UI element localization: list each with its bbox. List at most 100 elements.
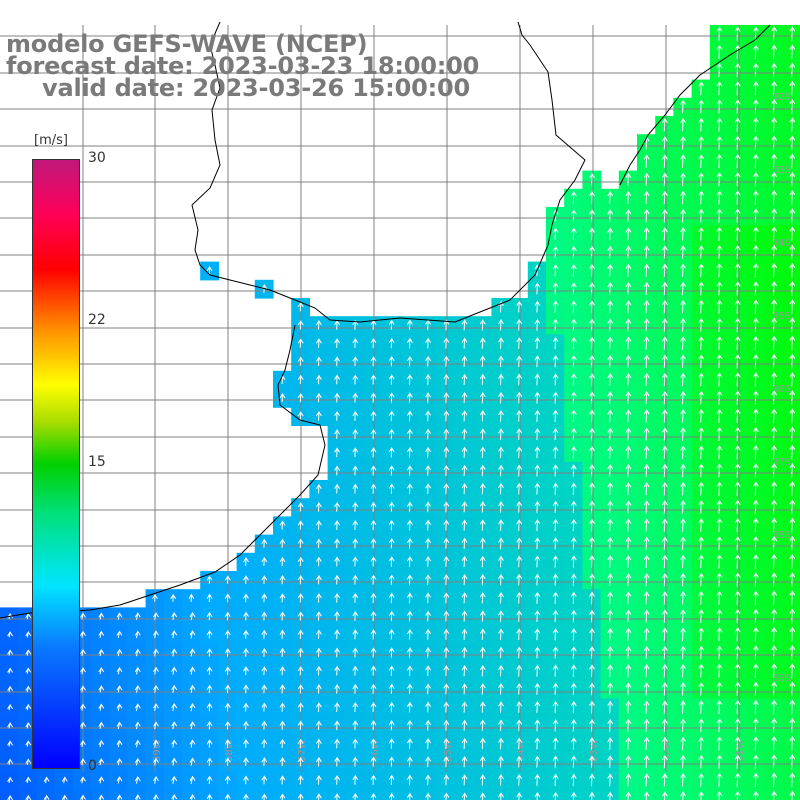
wind-arrow <box>680 427 687 441</box>
wind-arrow <box>80 612 86 620</box>
wind-arrow <box>370 792 377 800</box>
wind-speed-cell <box>782 352 800 372</box>
wind-arrow <box>552 482 559 495</box>
colorbar-tick-label: 15 <box>88 454 106 470</box>
wind-arrow <box>479 519 486 531</box>
wind-arrow <box>625 263 632 277</box>
wind-speed-cell <box>782 43 800 62</box>
wind-arrow <box>479 428 486 440</box>
wind-arrow <box>116 666 123 675</box>
wind-arrow <box>315 611 322 621</box>
wind-speed-cell <box>782 152 800 172</box>
wind-arrow <box>315 665 322 676</box>
wind-arrow <box>388 592 395 604</box>
wind-arrow <box>352 611 359 622</box>
wind-arrow <box>680 791 687 800</box>
wind-arrow <box>443 646 450 658</box>
wind-arrow <box>479 755 486 768</box>
wind-arrow <box>153 612 159 620</box>
wind-arrow <box>625 755 632 769</box>
wind-speed-cell <box>782 25 800 44</box>
wind-arrow <box>189 721 196 730</box>
wind-arrow <box>425 501 432 513</box>
wind-arrow <box>734 463 741 478</box>
wind-arrow <box>352 429 359 440</box>
wind-arrow <box>461 683 468 695</box>
wind-arrow <box>771 444 778 460</box>
wind-arrow <box>25 612 32 620</box>
wind-arrow <box>224 775 231 785</box>
wind-arrow <box>479 683 486 695</box>
wind-arrow <box>479 701 486 713</box>
wind-arrow <box>352 338 359 349</box>
wind-arrow <box>680 354 687 369</box>
wind-speed-cell <box>782 734 800 754</box>
wind-arrow <box>661 427 668 441</box>
wind-arrow <box>297 301 304 312</box>
wind-arrow <box>570 664 577 677</box>
wind-arrow <box>643 536 650 550</box>
wind-arrow <box>734 244 741 260</box>
wind-arrow <box>498 592 504 604</box>
wind-arrow <box>425 701 432 713</box>
wind-arrow <box>771 99 778 114</box>
wind-arrow <box>661 554 668 569</box>
wind-arrow <box>479 537 486 549</box>
wind-arrow <box>607 536 614 550</box>
wind-arrow <box>370 574 377 585</box>
wind-arrow <box>589 172 595 186</box>
wind-arrow <box>661 299 668 314</box>
wind-arrow <box>716 190 723 205</box>
wind-arrow <box>189 702 196 712</box>
wind-arrow <box>388 483 395 494</box>
wind-arrow <box>680 154 687 168</box>
wind-arrow <box>443 537 450 549</box>
wind-arrow <box>334 702 341 712</box>
wind-arrow <box>498 664 504 677</box>
wind-arrow <box>570 646 577 659</box>
wind-arrow <box>752 445 759 460</box>
wind-arrow <box>25 649 32 656</box>
wind-arrow <box>370 610 377 622</box>
wind-arrow <box>443 501 450 513</box>
wind-arrow <box>388 774 395 786</box>
wind-arrow <box>315 502 322 512</box>
wind-arrow <box>570 719 577 732</box>
wind-arrow <box>352 756 359 767</box>
wind-arrow <box>570 318 577 332</box>
wind-arrow <box>589 718 595 732</box>
wind-arrow <box>388 356 395 367</box>
wind-arrow <box>261 556 268 566</box>
wind-arrow <box>334 447 341 458</box>
wind-arrow <box>498 628 504 641</box>
wind-arrow <box>352 793 359 800</box>
wind-arrow <box>589 682 595 696</box>
wind-arrow <box>206 593 213 603</box>
wind-arrow <box>734 172 741 187</box>
wind-arrow <box>315 756 322 767</box>
wind-arrow <box>661 518 668 532</box>
wind-arrow <box>752 536 759 551</box>
wind-arrow <box>388 319 395 331</box>
wind-arrow <box>425 719 432 731</box>
wind-arrow <box>243 702 249 712</box>
wind-arrow <box>570 537 577 550</box>
wind-arrow <box>261 702 268 712</box>
wind-arrow <box>334 538 341 549</box>
wind-arrow <box>206 721 213 730</box>
wind-arrow <box>789 499 796 515</box>
wind-arrow <box>734 499 741 514</box>
wind-speed-cell <box>782 498 800 517</box>
wind-arrow <box>552 518 559 532</box>
wind-arrow <box>607 391 614 405</box>
wind-arrow <box>243 684 249 694</box>
wind-arrow <box>461 610 468 622</box>
wind-arrow <box>643 463 650 478</box>
wind-speed-cell <box>782 716 800 736</box>
wind-arrow <box>771 135 778 151</box>
wind-arrow <box>498 701 504 713</box>
wind-arrow <box>625 427 632 441</box>
wind-arrow <box>297 775 304 785</box>
wind-arrow <box>279 556 286 567</box>
wind-arrow <box>425 428 432 440</box>
